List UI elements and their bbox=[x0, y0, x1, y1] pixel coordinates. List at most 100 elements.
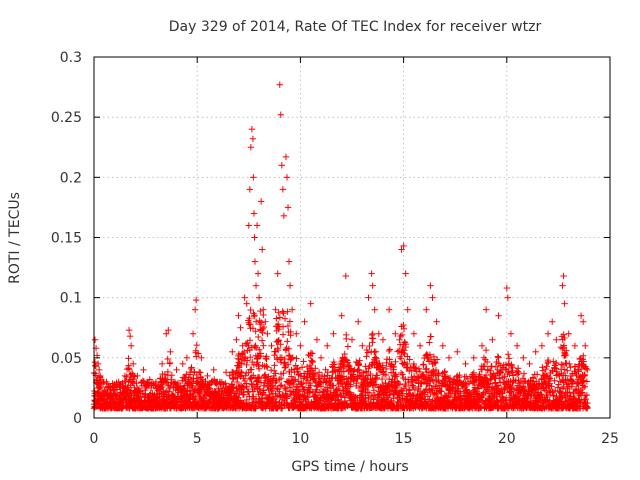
data-point bbox=[561, 366, 568, 373]
data-point bbox=[251, 234, 258, 241]
data-point bbox=[268, 342, 275, 349]
data-point bbox=[125, 366, 133, 373]
data-point bbox=[372, 348, 380, 355]
data-point bbox=[243, 300, 250, 307]
data-point bbox=[286, 282, 294, 289]
data-point bbox=[348, 336, 356, 343]
data-point bbox=[247, 306, 254, 314]
data-point bbox=[280, 309, 287, 317]
x-tick-label: 5 bbox=[193, 431, 202, 447]
data-point bbox=[162, 389, 169, 396]
data-point bbox=[253, 355, 261, 363]
data-point bbox=[558, 361, 565, 368]
data-point bbox=[196, 391, 204, 399]
data-point bbox=[454, 348, 461, 356]
data-point bbox=[561, 300, 568, 307]
data-point bbox=[91, 336, 99, 343]
data-point bbox=[125, 355, 132, 362]
data-point bbox=[343, 331, 350, 339]
data-point bbox=[259, 246, 266, 253]
data-point bbox=[280, 212, 288, 220]
data-point bbox=[282, 346, 290, 353]
data-point bbox=[241, 294, 248, 301]
y-tick-label: 0.25 bbox=[51, 110, 82, 126]
y-tick-label: 0.1 bbox=[60, 291, 82, 307]
data-point bbox=[210, 366, 217, 374]
data-point bbox=[183, 354, 191, 362]
data-point bbox=[251, 258, 259, 265]
x-tick-label: 0 bbox=[90, 431, 99, 447]
data-point bbox=[279, 331, 287, 338]
data-point bbox=[127, 342, 135, 349]
data-point bbox=[560, 272, 567, 280]
data-point bbox=[416, 342, 424, 349]
data-point bbox=[252, 282, 260, 289]
data-point bbox=[189, 382, 196, 390]
data-point bbox=[264, 330, 271, 337]
data-point bbox=[233, 336, 240, 343]
data-point bbox=[174, 379, 182, 387]
y-tick-label: 0.05 bbox=[51, 351, 82, 367]
data-point bbox=[567, 364, 574, 371]
data-point bbox=[159, 383, 166, 391]
data-point bbox=[538, 342, 546, 349]
grid-lines bbox=[94, 57, 610, 418]
data-point bbox=[307, 300, 314, 307]
data-point bbox=[554, 371, 562, 378]
data-point bbox=[429, 294, 436, 301]
data-point bbox=[433, 318, 440, 325]
data-point bbox=[267, 367, 275, 374]
data-point bbox=[140, 366, 147, 374]
data-point bbox=[375, 330, 383, 337]
data-point bbox=[317, 354, 325, 362]
data-point bbox=[195, 368, 203, 376]
data-point bbox=[284, 338, 291, 345]
data-point bbox=[279, 186, 287, 193]
data-point bbox=[189, 330, 197, 337]
data-point bbox=[559, 282, 566, 289]
data-point bbox=[550, 358, 557, 365]
data-point bbox=[445, 354, 453, 362]
data-point bbox=[274, 270, 281, 277]
data-point bbox=[513, 342, 521, 349]
data-point bbox=[427, 282, 434, 289]
data-point bbox=[482, 306, 490, 313]
data-point bbox=[254, 270, 262, 277]
data-point bbox=[503, 284, 510, 292]
data-point bbox=[577, 312, 585, 319]
data-point bbox=[526, 360, 533, 368]
data-point bbox=[166, 360, 173, 367]
data-point bbox=[504, 351, 512, 358]
data-point bbox=[276, 314, 284, 321]
data-point bbox=[284, 204, 292, 211]
data-point bbox=[276, 81, 283, 88]
data-point bbox=[338, 312, 345, 319]
data-point bbox=[260, 306, 267, 313]
y-tick-label: 0.3 bbox=[60, 50, 82, 66]
x-axis-label: GPS time / hours bbox=[291, 459, 408, 475]
data-point bbox=[229, 348, 236, 356]
data-point bbox=[369, 339, 376, 346]
data-point bbox=[482, 346, 490, 354]
data-point bbox=[282, 153, 290, 161]
data-point bbox=[544, 330, 552, 337]
data-point bbox=[293, 355, 300, 362]
data-point bbox=[494, 353, 502, 360]
data-point bbox=[248, 126, 256, 133]
data-point bbox=[198, 354, 205, 362]
data-point bbox=[272, 306, 279, 313]
data-point bbox=[196, 390, 203, 397]
data-point bbox=[95, 366, 103, 374]
data-point bbox=[330, 330, 337, 337]
data-point bbox=[283, 174, 291, 181]
data-point bbox=[193, 375, 201, 382]
data-point bbox=[462, 360, 469, 368]
data-point bbox=[281, 355, 289, 363]
data-point bbox=[164, 355, 171, 363]
data-point bbox=[126, 332, 134, 340]
y-tick-label: 0.15 bbox=[51, 231, 82, 247]
data-point bbox=[168, 371, 176, 379]
data-point bbox=[426, 339, 433, 346]
data-point bbox=[191, 306, 199, 313]
data-point bbox=[257, 198, 265, 205]
